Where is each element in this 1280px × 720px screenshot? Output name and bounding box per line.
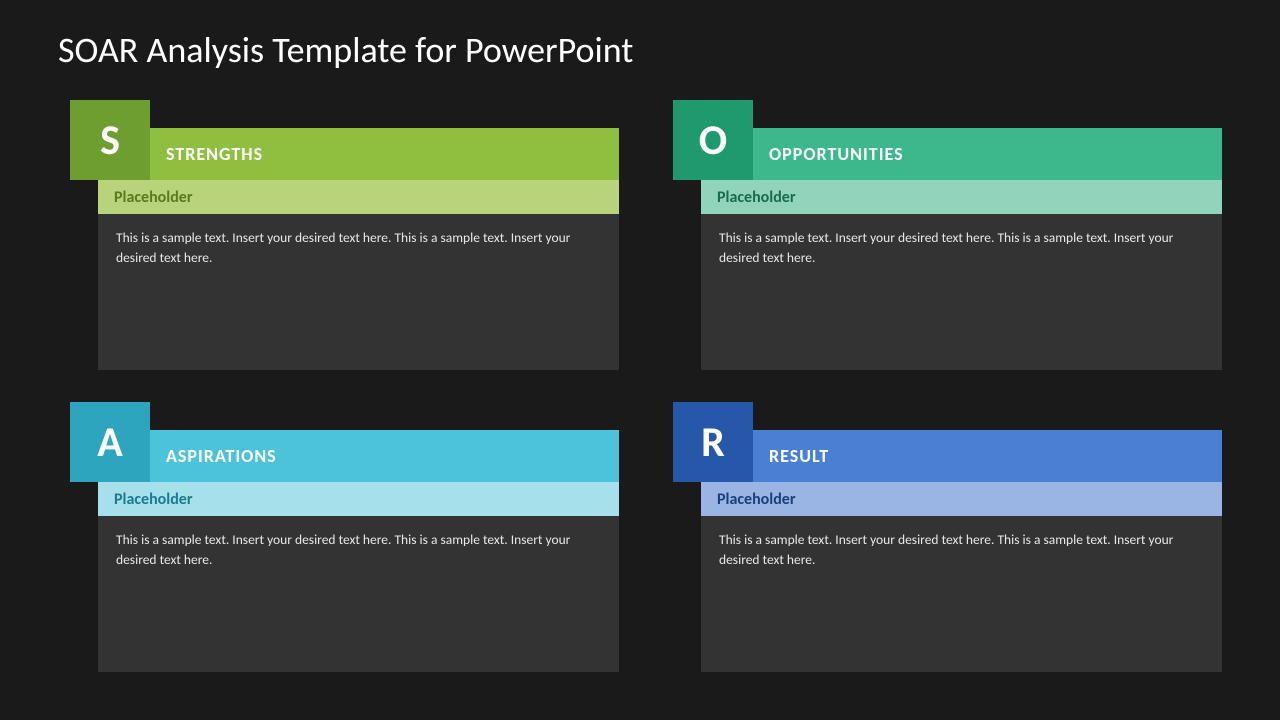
- letter-box-o: O: [673, 100, 753, 180]
- card-opportunities: O OPPORTUNITIES Placeholder This is a sa…: [661, 100, 1222, 370]
- subheader-aspirations: Placeholder: [98, 482, 619, 516]
- header-result: RESULT: [701, 430, 1222, 482]
- subheader-opportunities: Placeholder: [701, 180, 1222, 214]
- header-aspirations: ASPIRATIONS: [98, 430, 619, 482]
- letter-box-s: S: [70, 100, 150, 180]
- body-opportunities: This is a sample text. Insert your desir…: [701, 214, 1222, 370]
- slide-title: SOAR Analysis Template for PowerPoint: [58, 28, 633, 72]
- header-strengths: STRENGTHS: [98, 128, 619, 180]
- body-strengths: This is a sample text. Insert your desir…: [98, 214, 619, 370]
- body-result: This is a sample text. Insert your desir…: [701, 516, 1222, 672]
- card-aspirations: A ASPIRATIONS Placeholder This is a samp…: [58, 402, 619, 672]
- card-strengths: S STRENGTHS Placeholder This is a sample…: [58, 100, 619, 370]
- body-aspirations: This is a sample text. Insert your desir…: [98, 516, 619, 672]
- header-opportunities: OPPORTUNITIES: [701, 128, 1222, 180]
- soar-grid: S STRENGTHS Placeholder This is a sample…: [58, 100, 1222, 672]
- letter-box-r: R: [673, 402, 753, 482]
- card-result: R RESULT Placeholder This is a sample te…: [661, 402, 1222, 672]
- letter-box-a: A: [70, 402, 150, 482]
- subheader-strengths: Placeholder: [98, 180, 619, 214]
- subheader-result: Placeholder: [701, 482, 1222, 516]
